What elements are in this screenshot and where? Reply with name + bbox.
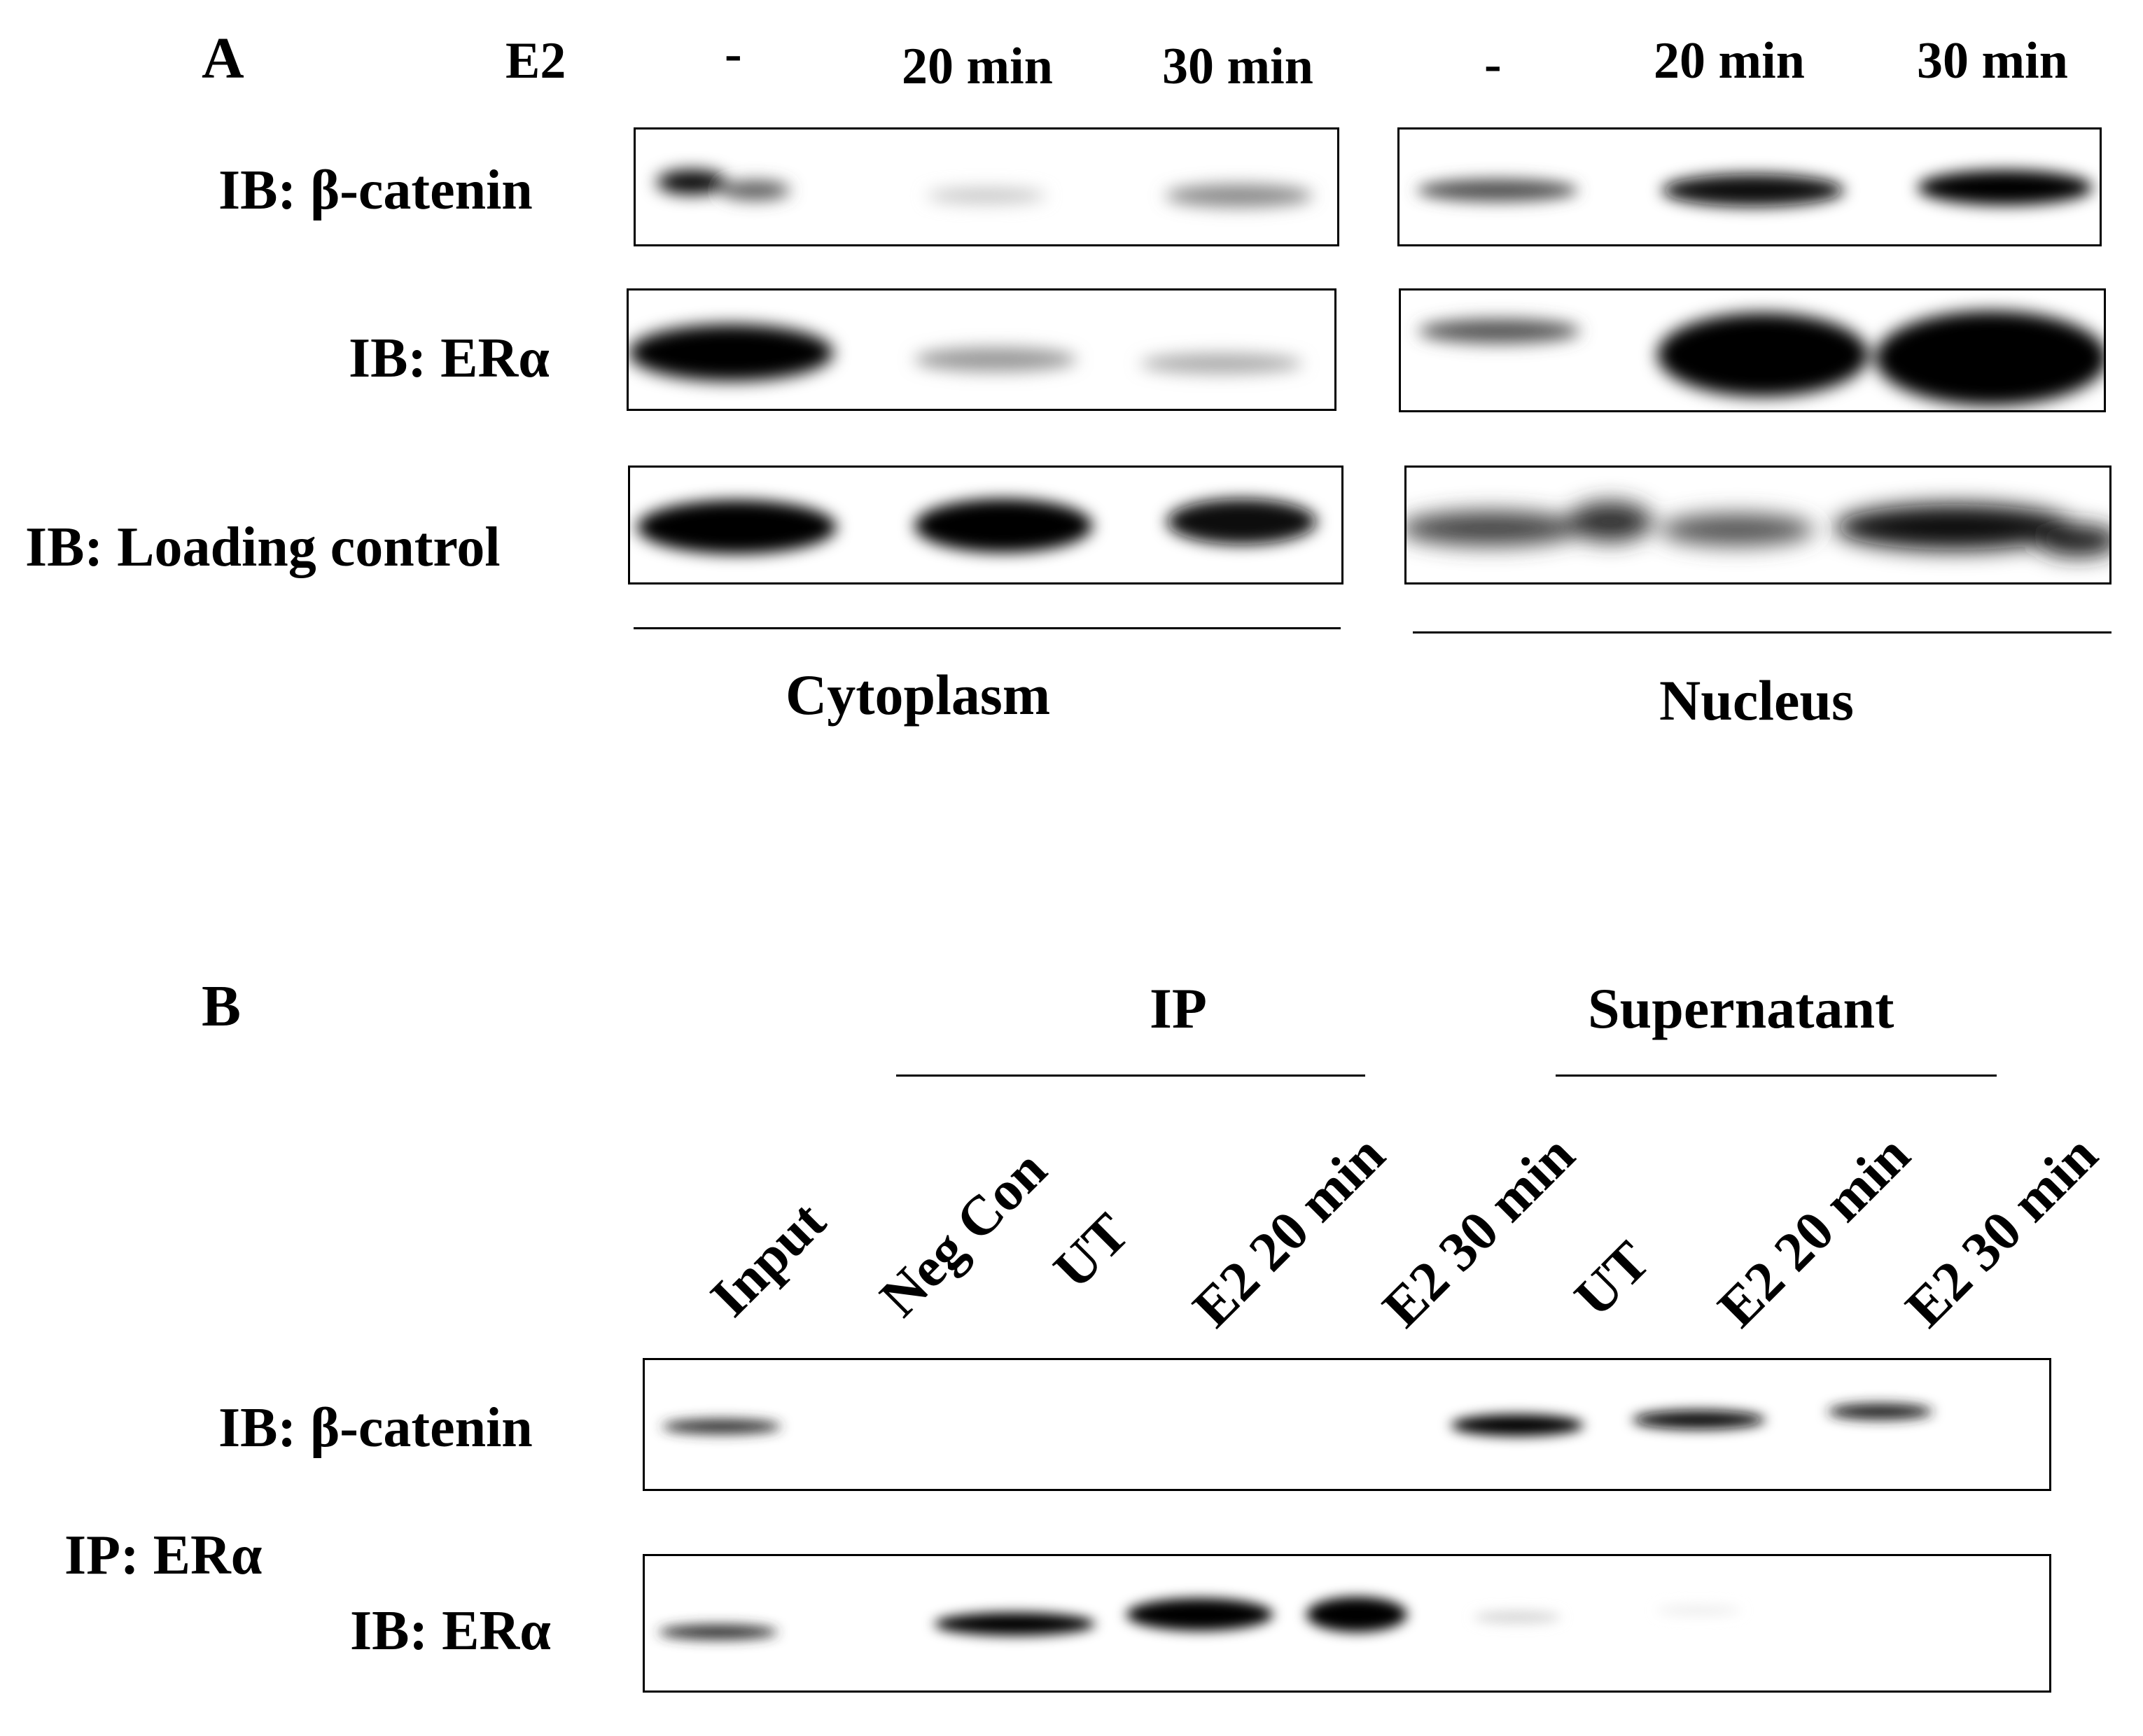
lane-label-ip-ut: UT: [1042, 1202, 1141, 1301]
blot-nuc-beta-catenin: [1397, 127, 2102, 246]
lane-header-cyto-30min: 30 min: [1162, 38, 1313, 95]
blot-b-er-alpha: [643, 1554, 2051, 1693]
blot-nuc-loading-control: [1404, 465, 2111, 584]
supernatant-group-rule: [1556, 1074, 1997, 1077]
lane-label-sup-e2-30: E2 30 min: [1894, 1124, 2109, 1339]
cytoplasm-rule: [634, 627, 1341, 629]
blot-nuc-er-alpha: [1399, 288, 2106, 412]
lane-label-ip-e2-30: E2 30 min: [1371, 1124, 1586, 1339]
lane-label-neg-con: Neg Con: [868, 1138, 1059, 1329]
lane-label-ip-e2-20: E2 20 min: [1181, 1124, 1397, 1339]
panel-b-letter: B: [202, 974, 242, 1039]
blot-cyto-beta-catenin: [634, 127, 1339, 246]
lane-header-nuc-30min: 30 min: [1917, 32, 2068, 90]
ip-label-er-alpha: IP: ERα: [64, 1525, 263, 1586]
blot-b-beta-catenin: [643, 1358, 2051, 1491]
blot-cyto-loading-control: [628, 465, 1343, 584]
lane-header-nuc-untreated: -: [1484, 36, 1502, 93]
treatment-label: E2: [505, 32, 566, 90]
row-label-b-beta-catenin: IB: β-catenin: [218, 1397, 533, 1459]
panel-a-letter: A: [202, 26, 244, 91]
compartment-label-nucleus: Nucleus: [1659, 668, 1854, 732]
row-label-beta-catenin: IB: β-catenin: [218, 160, 533, 221]
lane-label-sup-e2-20: E2 20 min: [1706, 1124, 1922, 1339]
lane-label-input: Input: [699, 1190, 838, 1329]
row-label-loading-control: IB: Loading control: [25, 517, 501, 578]
compartment-label-cytoplasm: Cytoplasm: [786, 663, 1051, 727]
lane-header-nuc-20min: 20 min: [1654, 32, 1805, 90]
blot-cyto-er-alpha: [627, 288, 1336, 411]
group-label-ip: IP: [1150, 976, 1207, 1040]
row-label-b-er-alpha: IB: ERα: [350, 1600, 551, 1662]
ip-group-rule: [896, 1074, 1365, 1077]
nucleus-rule: [1413, 631, 2111, 634]
row-label-er-alpha: IB: ERα: [349, 328, 550, 389]
lane-label-sup-ut: UT: [1563, 1230, 1662, 1329]
group-label-supernatant: Supernatant: [1588, 976, 1894, 1040]
lane-header-cyto-20min: 20 min: [902, 38, 1053, 95]
lane-header-cyto-untreated: -: [725, 25, 742, 83]
